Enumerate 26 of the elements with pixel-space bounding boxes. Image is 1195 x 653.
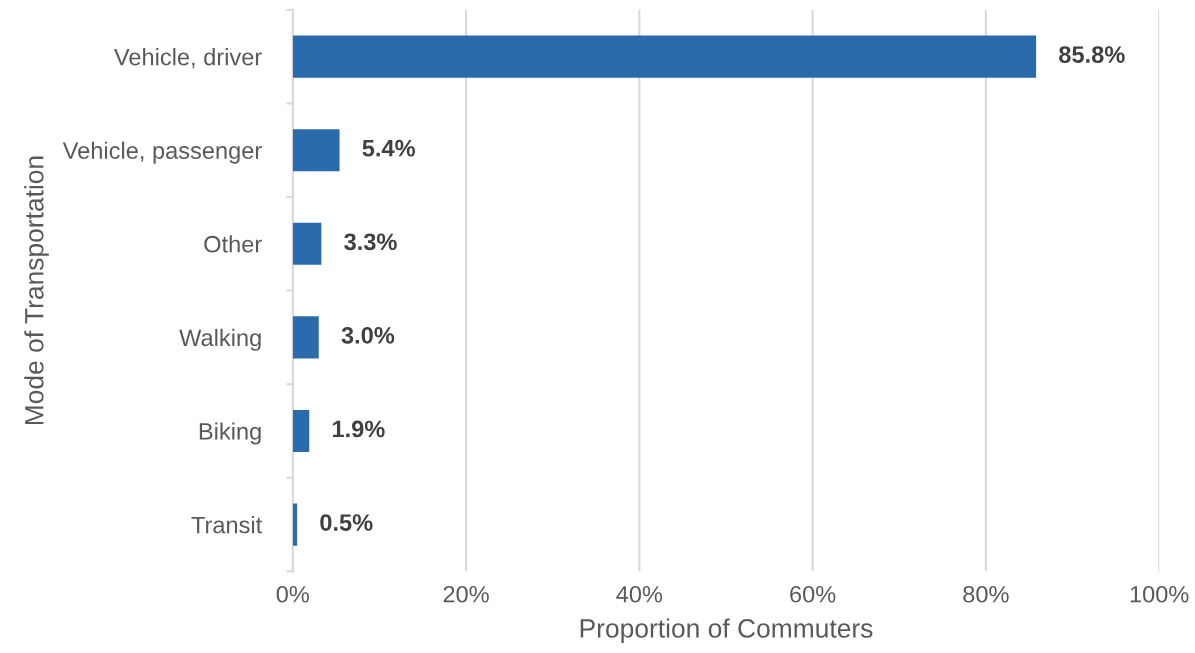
bar — [292, 316, 319, 359]
x-tick-label: 60% — [790, 585, 836, 603]
y-tick-label: Other — [204, 235, 262, 253]
y-axis-title: Mode of Transportation — [24, 156, 49, 425]
data-label: 3.3% — [344, 233, 397, 251]
bar — [292, 129, 340, 172]
x-tick-label: 100% — [1130, 585, 1189, 603]
x-tick-label: 40% — [616, 585, 663, 603]
y-tick-label: Vehicle, passenger — [62, 141, 262, 164]
x-tick-label: 80% — [963, 585, 1009, 603]
bar — [292, 409, 310, 453]
x-axis-title: Proportion of Commuters — [580, 618, 873, 643]
x-tick-label: 20% — [443, 585, 489, 603]
data-label: 3.0% — [341, 327, 395, 344]
bar — [292, 222, 322, 265]
data-label: 1.9% — [332, 420, 385, 438]
y-tick-label: Vehicle, driver — [114, 48, 262, 69]
y-tick-label: Biking — [199, 422, 261, 445]
data-label: 5.4% — [362, 139, 415, 157]
data-label: 85.8% — [1059, 46, 1125, 63]
data-label: 0.5% — [320, 514, 373, 531]
y-tick-label: Transit — [191, 516, 263, 534]
bar — [292, 35, 1037, 78]
x-tick-label: 0% — [276, 585, 309, 603]
y-tick-label: Walking — [179, 328, 261, 351]
bar — [292, 503, 298, 546]
